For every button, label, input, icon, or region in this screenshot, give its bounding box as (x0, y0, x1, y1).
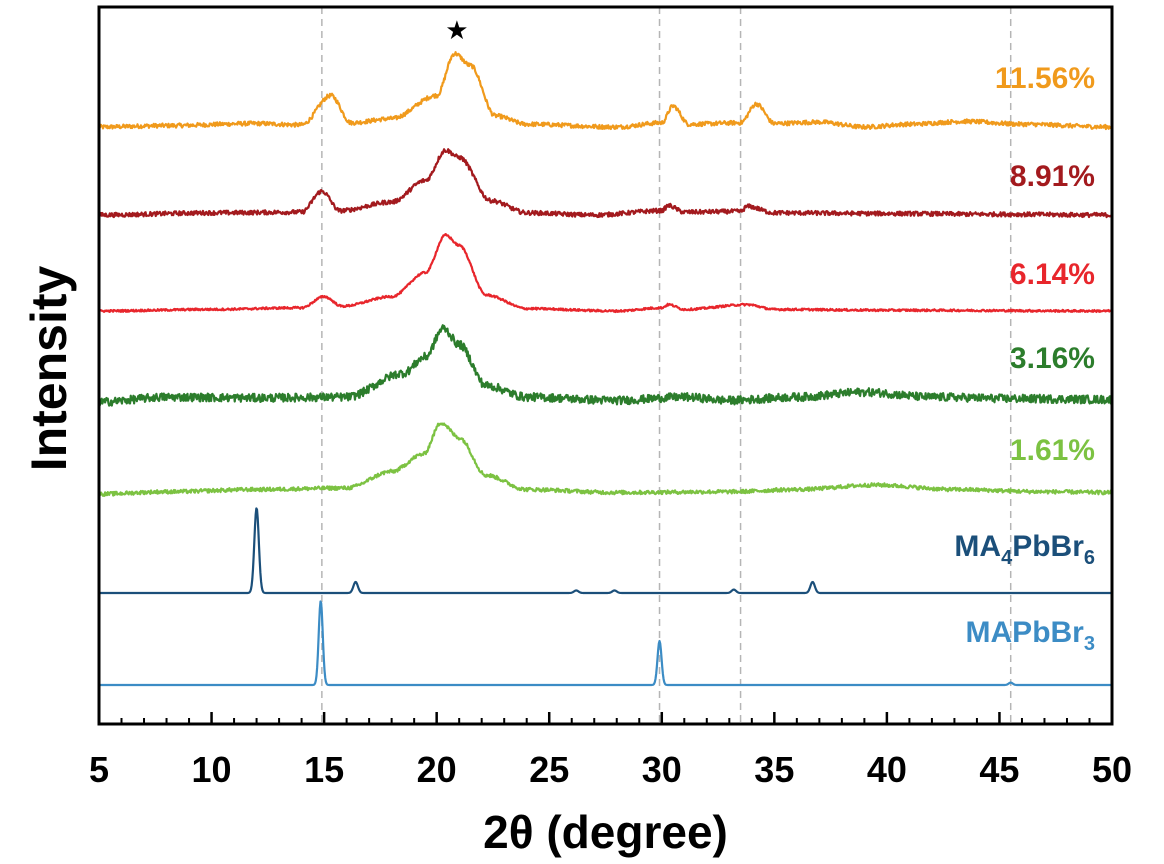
series-line (97, 148, 1113, 219)
series-line (97, 324, 1114, 407)
x-tick-label: 50 (1092, 749, 1132, 790)
x-axis-ticks (97, 712, 1114, 724)
x-tick-label: 5 (89, 749, 109, 790)
series-label: MAPbBr3 (966, 616, 1095, 655)
series-label: 8.91% (1010, 160, 1095, 193)
x-tick-label: 20 (417, 749, 457, 790)
y-axis-title: Intensity (21, 266, 77, 472)
x-tick-label: 15 (304, 749, 344, 790)
series-label: MA4PbBr6 (954, 530, 1095, 569)
x-axis-title: 2θ (degree) (483, 806, 728, 858)
series-labels: 11.56% 8.91% 6.14% 3.16% 1.61% MA4PbBr6 MAPbBr… (954, 62, 1095, 655)
x-tick-label: 45 (979, 749, 1019, 790)
series-line (98, 422, 1113, 497)
series-line (98, 233, 1113, 314)
star-marker: ★ (445, 15, 468, 45)
series-layer (97, 51, 1114, 687)
x-tick-label: 25 (529, 749, 569, 790)
series-label: 3.16% (1010, 342, 1095, 375)
series-line (98, 51, 1113, 131)
series-label: 6.14% (1010, 258, 1095, 291)
series-line (98, 507, 1113, 595)
x-axis-tick-labels: 5 10 15 20 25 30 35 40 45 50 (89, 749, 1132, 790)
x-tick-label: 40 (867, 749, 907, 790)
series-label: 11.56% (995, 62, 1095, 95)
series-label: 1.61% (1010, 434, 1095, 467)
x-tick-label: 30 (642, 749, 682, 790)
x-tick-label: 10 (192, 749, 232, 790)
x-tick-label: 35 (754, 749, 794, 790)
series-line (98, 600, 1113, 687)
plot-frame (97, 5, 1114, 726)
